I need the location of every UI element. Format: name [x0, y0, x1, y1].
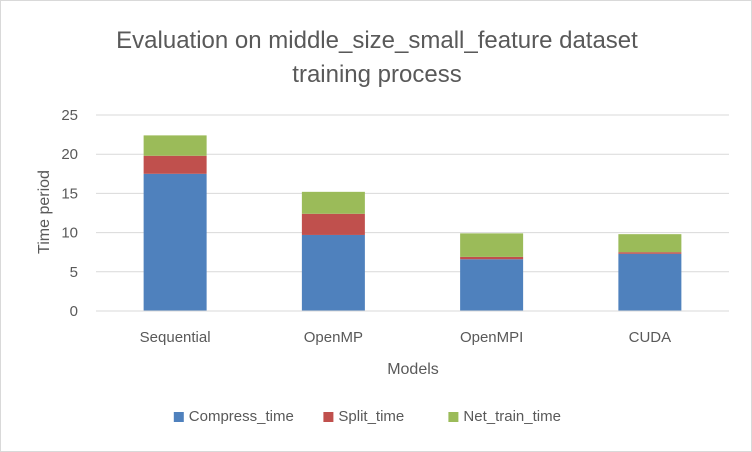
bars	[143, 135, 682, 311]
bar-segment-net-train-time	[618, 234, 682, 253]
bar-segment-split-time	[460, 256, 524, 260]
x-tick-label: Sequential	[140, 329, 211, 346]
legend-label: Compress_time	[189, 408, 294, 425]
chart-title-line-1: Evaluation on middle_size_small_feature …	[116, 27, 638, 54]
bar-segment-compress-time	[460, 259, 524, 311]
legend-label: Net_train_time	[463, 408, 561, 425]
bar-segment-split-time	[143, 155, 207, 174]
y-axis-title: Time period	[36, 170, 53, 254]
bar-segment-compress-time	[143, 173, 207, 311]
y-tick-label: 20	[61, 146, 78, 163]
bar-segment-net-train-time	[460, 233, 524, 257]
x-tick-label: OpenMPI	[460, 329, 523, 346]
bar-segment-compress-time	[618, 253, 682, 311]
bar-segment-split-time	[301, 213, 365, 235]
y-tick-label: 25	[61, 107, 78, 124]
x-tick-label: OpenMP	[304, 329, 363, 346]
y-tick-label: 15	[61, 185, 78, 202]
legend-swatch	[448, 412, 459, 422]
legend-swatch	[323, 412, 334, 422]
axes: 0 5 10 15 20 25 Sequential OpenMP OpenMPI CUDA	[61, 107, 729, 346]
chart-title-line-2: training process	[292, 61, 461, 88]
legend-label: Split_time	[338, 408, 404, 425]
bar-segment-compress-time	[301, 234, 365, 311]
legend-swatch	[173, 412, 184, 422]
y-tick-label: 5	[70, 264, 78, 281]
bar-segment-net-train-time	[301, 191, 365, 214]
bar-segment-net-train-time	[143, 135, 207, 156]
y-tick-label: 0	[70, 303, 78, 320]
x-axis-title: Models	[387, 361, 439, 378]
x-tick-label: CUDA	[629, 329, 672, 346]
bar-segment-split-time	[618, 252, 682, 254]
y-tick-label: 10	[61, 225, 78, 242]
legend: Compress_time Split_time Net_train_time	[173, 408, 561, 425]
